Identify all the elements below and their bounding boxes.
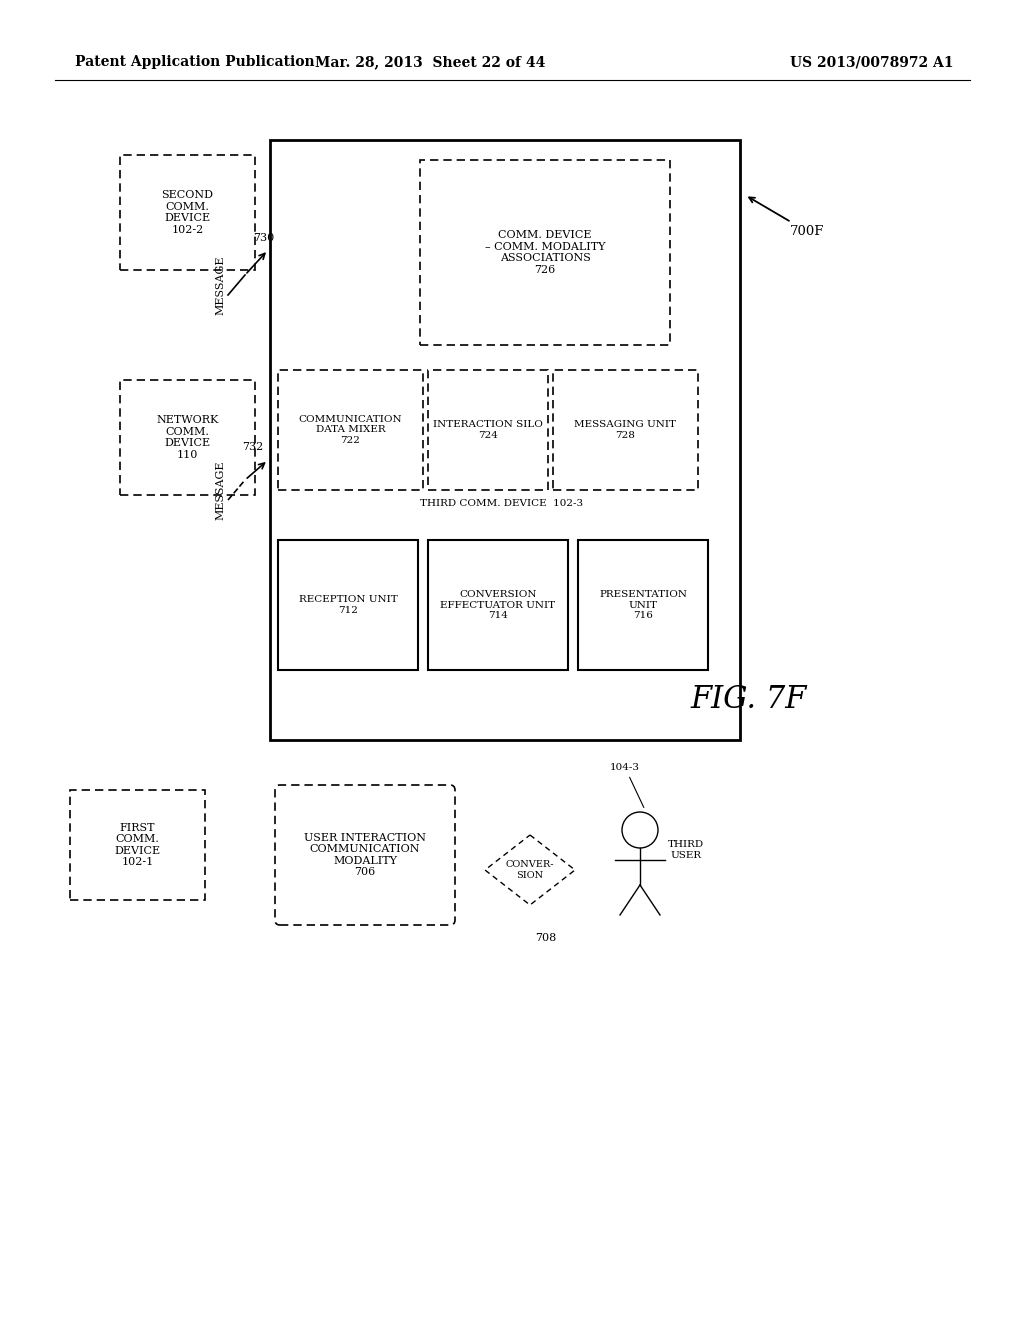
Text: CONVER-
SION: CONVER- SION — [506, 861, 554, 879]
Text: COMMUNICATION
DATA MIXER
722: COMMUNICATION DATA MIXER 722 — [299, 414, 402, 445]
Bar — [278, 540, 418, 671]
Bar — [120, 380, 255, 495]
Text: PRESENTATION
UNIT
716: PRESENTATION UNIT 716 — [599, 590, 687, 620]
Text: COMM. DEVICE
– COMM. MODALITY
ASSOCIATIONS
726: COMM. DEVICE – COMM. MODALITY ASSOCIATIO… — [484, 230, 605, 275]
Bar — [428, 540, 568, 671]
Bar — [270, 140, 740, 741]
Bar — [420, 160, 670, 345]
Text: INTERACTION SILO
724: INTERACTION SILO 724 — [433, 420, 543, 440]
Text: MESSAGE: MESSAGE — [215, 255, 225, 314]
Bar — [278, 370, 423, 490]
Text: Patent Application Publication: Patent Application Publication — [75, 55, 314, 69]
Bar — [578, 540, 708, 671]
Text: MESSAGE: MESSAGE — [215, 461, 225, 520]
Text: NETWORK
COMM.
DEVICE
110: NETWORK COMM. DEVICE 110 — [157, 414, 219, 459]
Bar — [428, 370, 548, 490]
Text: CONVERSION
EFFECTUATOR UNIT
714: CONVERSION EFFECTUATOR UNIT 714 — [440, 590, 556, 620]
Bar — [553, 370, 698, 490]
Text: THIRD COMM. DEVICE  102-3: THIRD COMM. DEVICE 102-3 — [420, 499, 583, 508]
Text: MESSAGING UNIT
728: MESSAGING UNIT 728 — [574, 420, 677, 440]
Text: Mar. 28, 2013  Sheet 22 of 44: Mar. 28, 2013 Sheet 22 of 44 — [314, 55, 545, 69]
Text: USER INTERACTION
COMMUNICATION
MODALITY
706: USER INTERACTION COMMUNICATION MODALITY … — [304, 833, 426, 878]
Text: 700F: 700F — [750, 198, 824, 238]
Text: 104-3: 104-3 — [610, 763, 644, 808]
Bar — [120, 154, 255, 271]
Text: 708: 708 — [535, 933, 556, 942]
Text: RECEPTION UNIT
712: RECEPTION UNIT 712 — [299, 595, 397, 615]
Text: US 2013/0078972 A1: US 2013/0078972 A1 — [790, 55, 953, 69]
Text: THIRD
USER: THIRD USER — [668, 841, 705, 859]
Text: FIG. 7F: FIG. 7F — [690, 685, 806, 715]
Text: SECOND
COMM.
DEVICE
102-2: SECOND COMM. DEVICE 102-2 — [162, 190, 213, 235]
Text: 730: 730 — [253, 234, 274, 243]
Text: 732: 732 — [242, 442, 263, 451]
Text: FIRST
COMM.
DEVICE
102-1: FIRST COMM. DEVICE 102-1 — [115, 822, 161, 867]
Bar — [70, 789, 205, 900]
